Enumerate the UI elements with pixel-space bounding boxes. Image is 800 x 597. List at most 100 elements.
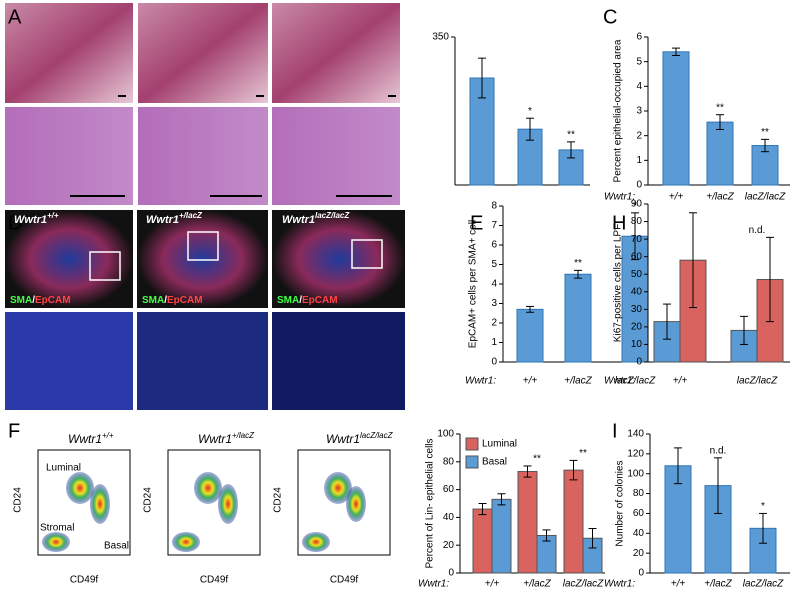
panel-letter: D xyxy=(8,212,22,234)
y-tick-label: 4 xyxy=(491,279,497,290)
y-tick-label: 70 xyxy=(631,234,643,245)
gene: Wwtr1 xyxy=(326,432,360,446)
stain: / xyxy=(164,295,167,306)
legend-swatch xyxy=(465,455,479,469)
stain: SMA xyxy=(277,295,299,306)
y-tick-label: 0 xyxy=(491,357,497,368)
panel-letter: I xyxy=(612,420,618,442)
panel-letter: H xyxy=(612,212,626,234)
stain-label: SMA/EpCAM xyxy=(10,295,71,306)
stain: SMA xyxy=(142,295,164,306)
x-tick-label: +/lacZ xyxy=(704,579,732,590)
y-tick-label: 3 xyxy=(491,298,497,309)
y-tick-label: 3 xyxy=(636,106,642,117)
y-tick-label: 60 xyxy=(443,484,455,495)
stain: / xyxy=(299,295,302,306)
annotation: ** xyxy=(579,448,587,459)
annotation: ** xyxy=(574,258,582,269)
y-tick-label: 5 xyxy=(636,56,642,67)
y-tick-label: 10 xyxy=(631,339,643,350)
x-tick-label: lacZ/lacZ xyxy=(615,376,656,387)
axis-label: CD49f xyxy=(330,575,359,586)
genotype: lacZ/lacZ xyxy=(360,431,394,440)
bar xyxy=(472,508,493,574)
y-tick-label: 50 xyxy=(631,269,643,280)
axis-label: CD49f xyxy=(200,575,229,586)
genotype-label: Wwtr1+/+ xyxy=(14,211,59,226)
y-tick-label: 0 xyxy=(448,568,454,579)
annotation: * xyxy=(528,106,532,117)
legend-swatch xyxy=(465,437,479,451)
genotype: lacZ/lacZ xyxy=(315,211,350,220)
x-tick-label: +/+ xyxy=(523,376,538,387)
y-tick-label: 1 xyxy=(636,155,642,166)
y-tick-label: 40 xyxy=(443,512,455,523)
genotype-label: Wwtr1lacZ/lacZ xyxy=(282,211,350,226)
y-tick-label: 5 xyxy=(491,259,497,270)
x-tick-label: +/lacZ xyxy=(564,376,592,387)
x-tick-label: +/+ xyxy=(671,579,686,590)
annotation: n.d. xyxy=(749,225,766,236)
bar xyxy=(491,498,512,574)
y-axis-label: Number of colonies xyxy=(615,460,626,546)
y-tick-label: 60 xyxy=(633,508,645,519)
x-tick-label: +/+ xyxy=(669,192,684,203)
bar xyxy=(706,121,734,186)
x-tick-label: +/lacZ xyxy=(706,192,734,203)
population-label: Luminal xyxy=(46,463,81,474)
y-tick-label: 40 xyxy=(633,528,645,539)
gene: Wwtr1 xyxy=(282,214,315,226)
stain: SMA xyxy=(10,295,32,306)
annotation: n.d. xyxy=(710,445,727,456)
y-tick-label: 120 xyxy=(627,448,644,459)
annotation: * xyxy=(761,501,765,512)
category-prefix: Wwtr1: xyxy=(604,192,635,203)
genotype-label: Wwtr1+/lacZ xyxy=(146,211,203,226)
legend-label: Luminal xyxy=(482,439,517,450)
y-tick-label: 0 xyxy=(636,357,642,368)
x-tick-label: +/+ xyxy=(673,376,688,387)
genotype-label: Wwtr1+/+ xyxy=(68,431,114,446)
y-tick-label: 0 xyxy=(638,568,644,579)
y-tick-label: 60 xyxy=(631,251,643,262)
genotype-label: Wwtr1lacZ/lacZ xyxy=(326,431,394,446)
y-tick-label: 7 xyxy=(491,220,497,231)
genotype: +/+ xyxy=(102,431,114,440)
annotation: ** xyxy=(761,127,769,138)
bar xyxy=(662,51,690,186)
y-tick-label: 100 xyxy=(437,429,454,440)
stain-label: SMA/EpCAM xyxy=(142,295,203,306)
y-tick-label: 6 xyxy=(491,240,497,251)
y-tick-label: 4 xyxy=(636,81,642,92)
y-tick-label: 30 xyxy=(631,304,643,315)
x-tick-label: lacZ/lacZ xyxy=(563,579,604,590)
y-tick-label: 80 xyxy=(443,456,455,467)
panel-letter: E xyxy=(470,212,483,234)
y-tick-label: 80 xyxy=(631,216,643,227)
population-label: Basal xyxy=(104,541,129,552)
y-axis-label: Percent epithelial-occupied area xyxy=(613,39,624,182)
y-tick-label: 20 xyxy=(633,548,645,559)
gene: Wwtr1 xyxy=(14,214,47,226)
axis-label: CD24 xyxy=(13,487,24,513)
bar xyxy=(563,469,584,574)
y-tick-label: 100 xyxy=(627,468,644,479)
category-prefix: Wwtr1: xyxy=(418,579,449,590)
stain: / xyxy=(32,295,35,306)
y-tick-label: 8 xyxy=(491,201,497,212)
x-tick-label: lacZ/lacZ xyxy=(745,192,786,203)
bar xyxy=(516,308,544,363)
gene: Wwtr1 xyxy=(146,214,179,226)
x-tick-label: +/lacZ xyxy=(523,579,551,590)
panel-letter: A xyxy=(8,6,22,28)
axis-label: CD49f xyxy=(70,575,99,586)
gene: Wwtr1 xyxy=(198,432,232,446)
gene: Wwtr1 xyxy=(68,432,102,446)
bar xyxy=(564,273,592,363)
y-tick-label: 90 xyxy=(631,199,643,210)
panel-f-plots xyxy=(37,449,391,556)
axis-label: CD24 xyxy=(143,487,154,513)
genotype-label: Wwtr1+/lacZ xyxy=(198,431,255,446)
annotation: * xyxy=(633,200,637,211)
